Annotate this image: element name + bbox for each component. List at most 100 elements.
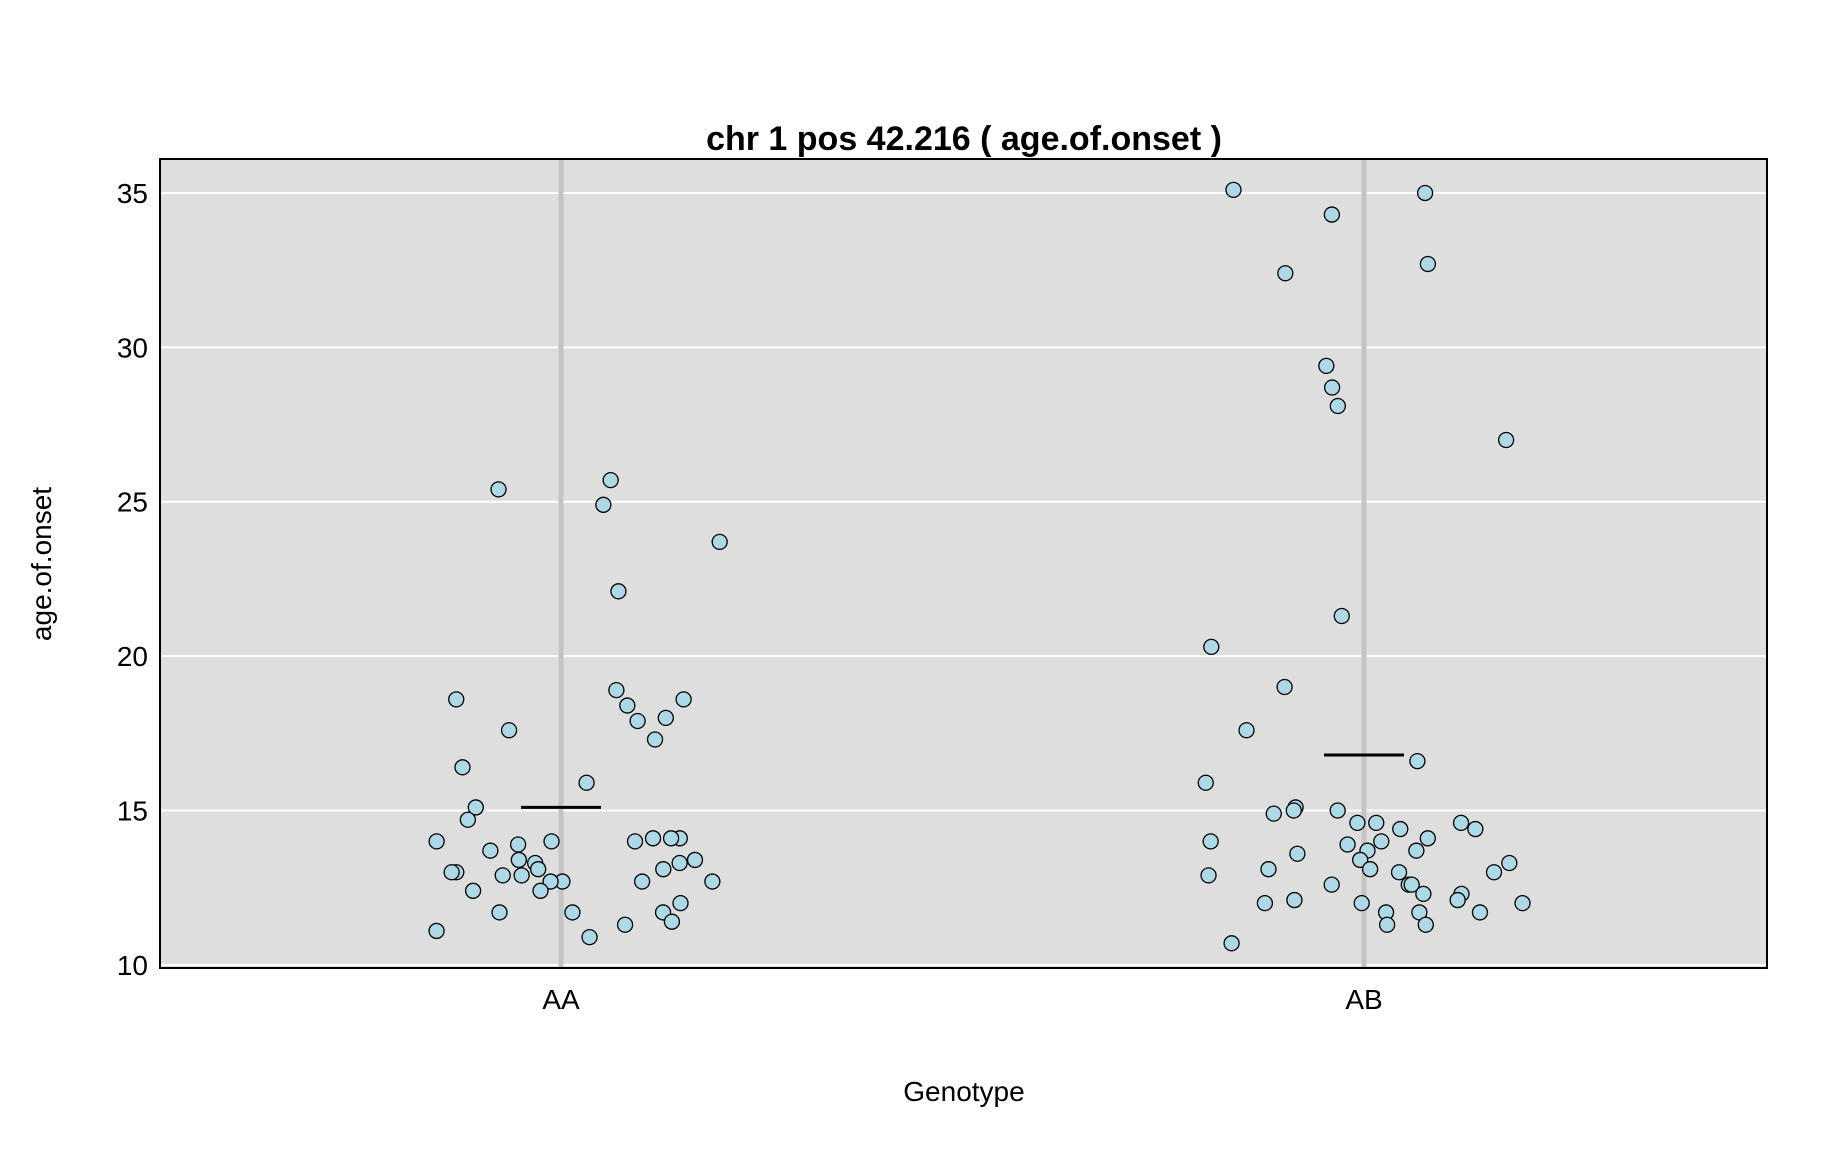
data-point — [543, 833, 560, 850]
data-point — [646, 731, 664, 748]
data-point — [671, 854, 688, 872]
data-point — [1349, 814, 1366, 832]
y-axis-ticks: 10 15 20 25 30 35 — [117, 178, 148, 981]
data-point — [1260, 861, 1277, 878]
data-point — [1467, 820, 1484, 838]
data-point — [1501, 854, 1518, 872]
data-point — [1329, 397, 1346, 415]
data-point — [581, 928, 598, 946]
y-tick-label: 30 — [117, 332, 148, 363]
data-point — [1286, 891, 1303, 909]
data-point — [1203, 638, 1220, 656]
data-point — [1390, 864, 1408, 881]
data-point — [1323, 379, 1341, 396]
data-point — [1368, 814, 1385, 832]
mean-lines — [521, 753, 1404, 809]
y-tick-label: 25 — [117, 487, 148, 518]
chart-title: chr 1 pos 42.216 ( age.of.onset ) — [706, 120, 1222, 158]
data-point — [459, 811, 477, 828]
data-point — [1419, 830, 1436, 847]
data-point — [616, 916, 634, 933]
data-point — [1403, 876, 1420, 893]
data-point — [1409, 752, 1426, 770]
data-point — [1238, 722, 1255, 739]
data-point — [530, 861, 547, 878]
data-point — [454, 759, 471, 776]
plot-border — [159, 158, 1768, 969]
data-point — [1202, 833, 1219, 850]
data-point — [657, 709, 674, 727]
data-point — [662, 830, 680, 847]
data-point — [626, 833, 644, 850]
data-point — [578, 774, 595, 791]
data-point — [595, 496, 612, 513]
x-axis-label: Genotype — [903, 1076, 1024, 1107]
data-point — [1265, 805, 1282, 822]
data-point — [1333, 607, 1350, 625]
data-point — [1497, 431, 1515, 449]
data-point — [509, 836, 527, 853]
x-tick-label: AB — [1345, 984, 1382, 1015]
data-point — [1416, 184, 1434, 202]
data-point — [608, 681, 625, 699]
data-point — [1392, 820, 1409, 838]
data-point — [532, 882, 549, 899]
data-point — [494, 867, 511, 884]
data-point — [1277, 265, 1294, 282]
data-point — [672, 895, 689, 912]
data-point — [1329, 802, 1346, 819]
data-point — [1485, 864, 1503, 881]
data-point — [1318, 357, 1335, 375]
data-point — [1378, 916, 1396, 933]
y-axis-label: age.of.onset — [26, 487, 57, 641]
data-point — [619, 697, 636, 714]
y-tick-label: 10 — [117, 950, 148, 981]
data-point — [542, 873, 559, 890]
data-point — [704, 873, 721, 890]
y-tick-label: 35 — [117, 178, 148, 209]
data-point — [1285, 802, 1302, 819]
data-point — [675, 691, 692, 708]
category-lines — [558, 159, 1367, 968]
data-point — [711, 533, 728, 551]
data-point — [663, 913, 681, 930]
data-point — [467, 799, 484, 816]
data-point — [1361, 861, 1379, 878]
data-point — [510, 851, 527, 869]
data-point — [1323, 876, 1340, 893]
data-point — [491, 904, 508, 921]
data-point — [1323, 206, 1341, 223]
data-point — [602, 471, 619, 489]
data-point — [1373, 833, 1390, 850]
data-point — [500, 722, 518, 739]
plot-area — [160, 159, 1767, 968]
data-point — [564, 904, 581, 921]
data-point — [1352, 851, 1369, 869]
data-point — [1223, 935, 1240, 952]
data-point — [610, 583, 627, 600]
data-point — [1417, 916, 1434, 933]
data-point — [1197, 774, 1214, 791]
data-point — [633, 873, 651, 890]
data-point — [1276, 678, 1293, 696]
plot-background — [160, 159, 1767, 968]
data-points — [428, 181, 1531, 952]
data-point — [644, 830, 662, 847]
x-axis-ticks: AA AB — [542, 984, 1382, 1015]
data-point — [428, 922, 445, 940]
data-point — [1419, 255, 1437, 273]
data-point — [1408, 842, 1425, 859]
data-point — [1415, 885, 1432, 903]
data-point — [428, 833, 445, 850]
data-point — [1353, 895, 1370, 912]
plot-frame — [159, 158, 1768, 969]
data-point — [1256, 895, 1274, 912]
x-tick-label: AA — [542, 984, 580, 1015]
data-point — [443, 864, 460, 881]
data-point — [1339, 836, 1356, 853]
data-point — [490, 481, 507, 498]
data-point — [1225, 181, 1242, 199]
data-point — [448, 691, 465, 708]
